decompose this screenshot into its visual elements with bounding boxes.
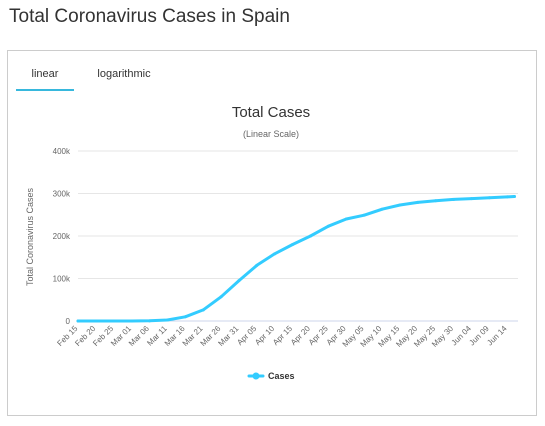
chart-title: Total Cases: [232, 104, 310, 121]
y-axis-label: Total Coronavirus Cases: [25, 187, 35, 286]
data-point: [416, 200, 420, 204]
y-tick-labels: 0 100k 200k 300k 400k: [53, 147, 71, 326]
data-point: [255, 263, 259, 267]
data-point: [201, 308, 205, 312]
series-line-cases: [76, 195, 516, 323]
legend-cases-label[interactable]: Cases: [268, 371, 295, 381]
legend-cases-dot: [252, 372, 260, 380]
data-point: [344, 217, 348, 221]
tab-logarithmic[interactable]: logarithmic: [97, 68, 151, 80]
data-point: [380, 207, 384, 211]
x-tick-label: Jun 14: [485, 324, 509, 348]
tab-linear[interactable]: linear: [16, 63, 74, 91]
y-tick-label: 300k: [53, 190, 71, 199]
data-point: [76, 319, 80, 323]
grid-lines: [78, 150, 518, 322]
data-point: [291, 243, 295, 246]
data-point: [165, 318, 169, 322]
y-tick-label: 200k: [53, 232, 71, 241]
chart-subtitle: (Linear Scale): [243, 129, 299, 139]
chart-panel: linear logarithmic Total Cases (Linear S…: [7, 50, 537, 416]
data-point: [273, 252, 277, 256]
page-title: Total Coronavirus Cases in Spain: [9, 6, 290, 27]
data-point: [130, 319, 134, 323]
data-point: [94, 319, 98, 323]
y-tick-label: 0: [66, 317, 71, 326]
data-point: [309, 234, 313, 238]
data-point: [148, 319, 152, 323]
y-tick-label: 100k: [53, 275, 71, 284]
data-point: [112, 319, 116, 323]
data-point: [183, 315, 187, 319]
data-point: [219, 295, 223, 299]
data-point: [326, 224, 330, 228]
y-tick-label: 400k: [53, 147, 71, 156]
data-point: [512, 194, 516, 198]
legend[interactable]: Cases: [247, 371, 295, 381]
data-point: [505, 195, 509, 199]
data-point: [469, 197, 473, 201]
data-point: [452, 197, 456, 201]
total-cases-chart: Total Cases (Linear Scale) Total Coronav…: [25, 104, 518, 381]
data-point: [362, 213, 366, 217]
data-point: [434, 199, 438, 203]
x-tick-label: Mar 31: [216, 324, 240, 348]
series-cases: [76, 194, 516, 323]
data-point: [398, 203, 402, 207]
data-point: [237, 279, 241, 283]
data-point: [487, 196, 491, 200]
